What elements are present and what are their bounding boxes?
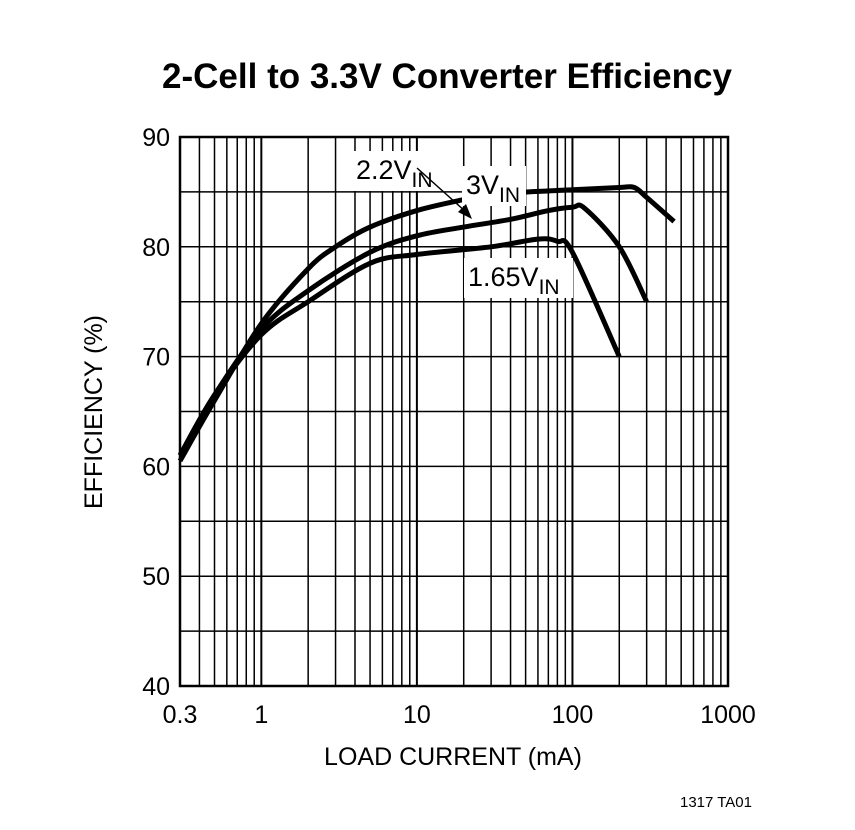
x-axis-label: LOAD CURRENT (mA) bbox=[324, 743, 582, 771]
chart-title: 2-Cell to 3.3V Converter Efficiency bbox=[162, 57, 732, 96]
x-tick-label: 10 bbox=[403, 701, 431, 729]
y-tick-label: 60 bbox=[142, 453, 170, 481]
x-tick-label: 100 bbox=[552, 701, 594, 729]
series-label: 2.2VIN bbox=[356, 155, 433, 192]
y-tick-label: 90 bbox=[142, 124, 170, 152]
series-label-background bbox=[352, 151, 446, 191]
y-tick-label: 40 bbox=[142, 673, 170, 701]
arrow-line bbox=[416, 167, 467, 213]
label-main: 3V bbox=[466, 170, 499, 200]
series-label-background bbox=[462, 166, 526, 206]
label-main: 1.65V bbox=[468, 262, 539, 292]
label-subscript: IN bbox=[539, 276, 560, 299]
series-label: 1.65VIN bbox=[468, 262, 560, 299]
y-axis-label: EFFICIENCY (%) bbox=[80, 315, 108, 509]
curves bbox=[177, 184, 676, 463]
grid bbox=[178, 135, 730, 688]
tick-labels: 0.3 1 10 100 1000 40 50 60 70 80 90 bbox=[142, 124, 756, 729]
series-label: 3VIN bbox=[466, 170, 520, 207]
y-tick-label: 80 bbox=[142, 234, 170, 262]
x-tick-label: 0.3 bbox=[163, 701, 198, 729]
series-line-3v bbox=[177, 184, 676, 463]
series-line-1-65v bbox=[177, 236, 622, 457]
series-line-2-2v bbox=[177, 202, 649, 457]
series-label-background bbox=[464, 258, 573, 298]
y-tick-label: 50 bbox=[142, 563, 170, 591]
y-tick-label: 70 bbox=[142, 344, 170, 372]
arrow-head-icon bbox=[458, 204, 472, 219]
footnote: 1317 TA01 bbox=[680, 794, 752, 811]
label-subscript: IN bbox=[499, 184, 520, 207]
label-main: 2.2V bbox=[356, 155, 412, 185]
plot-frame bbox=[178, 135, 730, 688]
x-tick-label: 1 bbox=[254, 701, 268, 729]
label-subscript: IN bbox=[412, 169, 433, 192]
x-tick-label: 1000 bbox=[700, 701, 756, 729]
